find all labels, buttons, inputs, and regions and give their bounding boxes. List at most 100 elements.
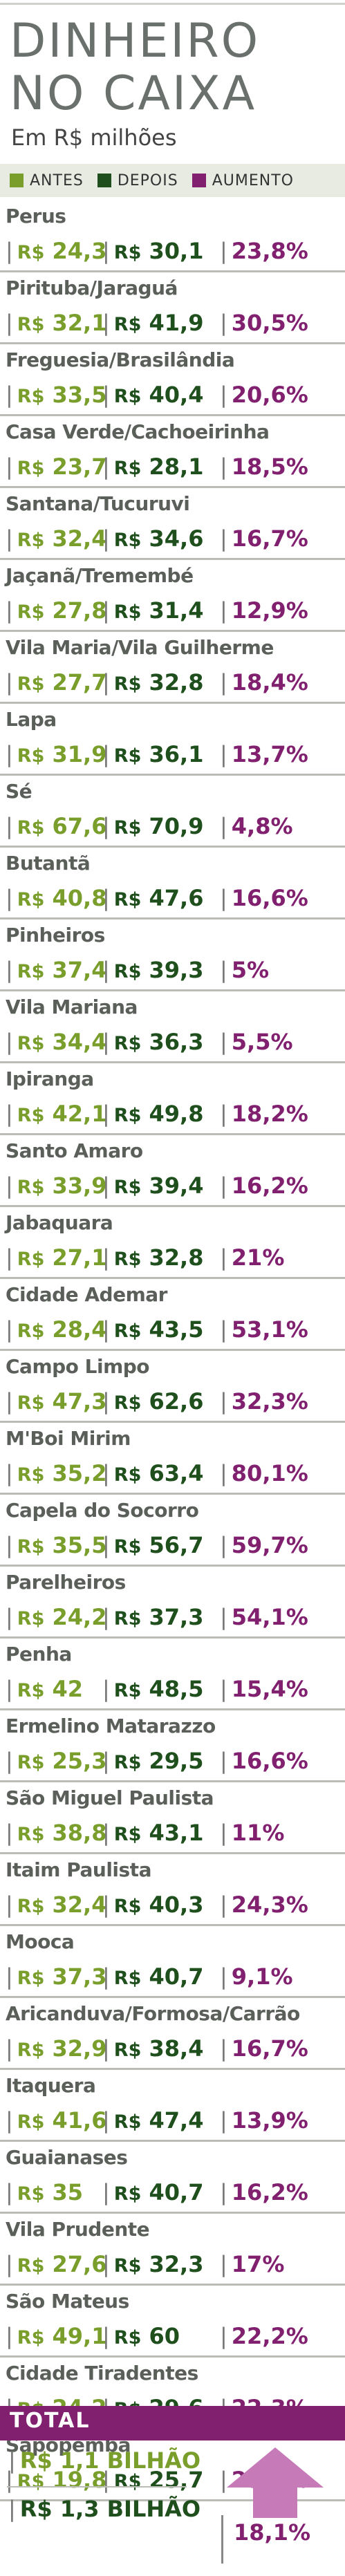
row-depois: | R$ 43,1 <box>102 1820 204 1846</box>
row-antes-currency: R$ <box>17 242 45 263</box>
row-depois: | R$ 31,4 <box>102 597 204 624</box>
row-depois-value: 32,3 <box>149 2251 204 2277</box>
row-values: | R$ 23,7 | R$ 28,1 | 18,5% <box>6 451 337 483</box>
page-title: DINHEIRO NO CAIXA <box>10 15 260 120</box>
row-depois-currency: R$ <box>113 2040 142 2061</box>
subtitle: Em R$ milhões <box>11 124 177 151</box>
row-antes-currency: R$ <box>17 1824 45 1845</box>
row-depois: | R$ 32,8 <box>102 1244 204 1271</box>
row-aumento: | 16,2% <box>220 2179 308 2205</box>
row-antes-currency: R$ <box>17 2183 45 2205</box>
row-depois-currency: R$ <box>113 1824 142 1845</box>
row-aumento: | 17% <box>220 2251 285 2277</box>
row-antes: | R$ 34,4 <box>6 1029 107 1055</box>
row-antes-currency: R$ <box>17 2111 45 2133</box>
row-antes-currency: R$ <box>17 1249 45 1270</box>
row-antes-currency: R$ <box>17 1968 45 1989</box>
legend-label-aumento: AUMENTO <box>212 171 294 189</box>
row-values: | R$ 32,4 | R$ 40,3 | 24,3% <box>6 1889 337 1921</box>
table-row: Pirituba/Jaraguá | R$ 32,1 | R$ 41,9 | 30,5% <box>0 272 345 344</box>
row-antes: | R$ 40,8 <box>6 885 107 911</box>
row-depois-currency: R$ <box>113 1464 142 1486</box>
legend-item-antes: ANTES <box>10 172 84 189</box>
row-values: | R$ 32,4 | R$ 34,6 | 16,7% <box>6 523 337 554</box>
row-depois-value: 47,4 <box>149 2107 204 2134</box>
row-antes: | R$ 19,8 <box>6 2467 107 2493</box>
row-aumento: | 30,5% <box>220 310 308 336</box>
total-bar <box>0 2406 345 2440</box>
row-antes-currency: R$ <box>17 1320 45 1342</box>
row-antes-currency: R$ <box>17 1896 45 1917</box>
row-antes-value: 38,8 <box>52 1820 107 1846</box>
row-aumento: | 16,6% <box>220 885 308 911</box>
row-aumento: | 15,4% <box>220 1676 308 1702</box>
row-aumento-value: 80,1% <box>231 1460 308 1486</box>
row-aumento-value: 9,1% <box>231 1963 293 1990</box>
row-values: | R$ 28,4 | R$ 43,5 | 53,1% <box>6 1314 337 1345</box>
table-row: Butantã | R$ 40,8 | R$ 47,6 | 16,6% <box>0 848 345 920</box>
row-name: Vila Prudente <box>6 2218 150 2241</box>
row-depois: | R$ 62,6 <box>102 1388 204 1415</box>
row-aumento: | 21% <box>220 1244 285 1271</box>
row-aumento: | 5% <box>220 957 270 983</box>
row-depois-currency: R$ <box>113 242 142 263</box>
row-antes: | R$ 32,4 <box>6 525 107 552</box>
row-depois-value: 62,6 <box>149 1388 204 1415</box>
row-name: Ipiranga <box>6 1067 94 1090</box>
table-row: Itaquera | R$ 41,6 | R$ 47,4 | 13,9% <box>0 2070 345 2142</box>
row-name: Lapa <box>6 708 57 731</box>
row-name: Penha <box>6 1643 72 1665</box>
row-name: Pirituba/Jaraguá <box>6 277 178 299</box>
row-depois-value: 41,9 <box>149 310 204 336</box>
row-antes-currency: R$ <box>17 745 45 767</box>
row-values: | R$ 33,5 | R$ 40,4 | 20,6% <box>6 379 337 411</box>
row-aumento-value: 16,7% <box>231 2035 308 2062</box>
row-depois: | R$ 40,3 <box>102 1892 204 1918</box>
row-depois-value: 25,7 <box>149 2467 204 2493</box>
legend-item-aumento: AUMENTO <box>192 172 294 189</box>
row-depois-currency: R$ <box>113 386 142 407</box>
row-antes: | R$ 32,4 <box>6 1892 107 1918</box>
row-name: São Miguel Paulista <box>6 1786 214 1809</box>
row-depois-currency: R$ <box>113 601 142 623</box>
row-values: | R$ 24,3 | R$ 30,1 | 23,8% <box>6 235 337 267</box>
row-values: | R$ 25,3 | R$ 29,5 | 16,6% <box>6 1745 337 1777</box>
row-depois-currency: R$ <box>113 458 142 479</box>
row-depois-currency: R$ <box>113 1177 142 1198</box>
row-name: Jabaquara <box>6 1211 113 1234</box>
row-aumento-value: 13,7% <box>231 741 308 767</box>
row-antes-value: 32,4 <box>52 1892 107 1918</box>
row-antes-currency: R$ <box>17 458 45 479</box>
row-values: | R$ 34,4 | R$ 36,3 | 5,5% <box>6 1026 337 1058</box>
row-aumento-value: 18,5% <box>231 454 308 480</box>
row-antes-currency: R$ <box>17 1105 45 1126</box>
row-values: | R$ 35 | R$ 40,7 | 16,2% <box>6 2176 337 2208</box>
row-antes-value: 35 <box>52 2179 84 2205</box>
legend-swatch-aumento <box>192 174 206 187</box>
row-aumento-value: 11% <box>231 1820 285 1846</box>
row-antes: | R$ 31,9 <box>6 741 107 767</box>
row-antes-value: 24,3 <box>52 238 107 264</box>
row-name: São Mateus <box>6 2290 129 2313</box>
row-depois-value: 63,4 <box>149 1460 204 1486</box>
row-antes: | R$ 32,9 <box>6 2035 107 2062</box>
row-antes: | R$ 33,9 <box>6 1173 107 1199</box>
row-name: Guaianases <box>6 2146 128 2169</box>
data-table: Perus | R$ 24,3 | R$ 30,1 | 23,8% Pirituba/Jara… <box>0 200 345 2501</box>
row-depois: | R$ 28,1 <box>102 454 204 480</box>
row-depois-value: 40,7 <box>149 1963 204 1990</box>
table-row: Jaçanã/Tremembé | R$ 27,8 | R$ 31,4 | 12,9% <box>0 560 345 632</box>
row-depois-currency: R$ <box>113 530 142 551</box>
row-depois-value: 31,4 <box>149 597 204 624</box>
row-aumento: | 16,7% <box>220 2035 308 2062</box>
legend-swatch-antes <box>10 174 24 187</box>
row-antes-value: 41,6 <box>52 2107 107 2134</box>
row-antes-currency: R$ <box>17 2255 45 2277</box>
row-depois-currency: R$ <box>113 1968 142 1989</box>
row-aumento-value: 21% <box>231 1244 285 1271</box>
row-antes: | R$ 38,8 <box>6 1820 107 1846</box>
row-aumento: | 20,6% <box>220 382 308 408</box>
table-row: M'Boi Mirim | R$ 35,2 | R$ 63,4 | 80,1% <box>0 1423 345 1495</box>
row-values: | R$ 49,1 | R$ 60 | 22,2% <box>6 2320 337 2352</box>
total-label: TOTAL <box>10 2409 91 2433</box>
